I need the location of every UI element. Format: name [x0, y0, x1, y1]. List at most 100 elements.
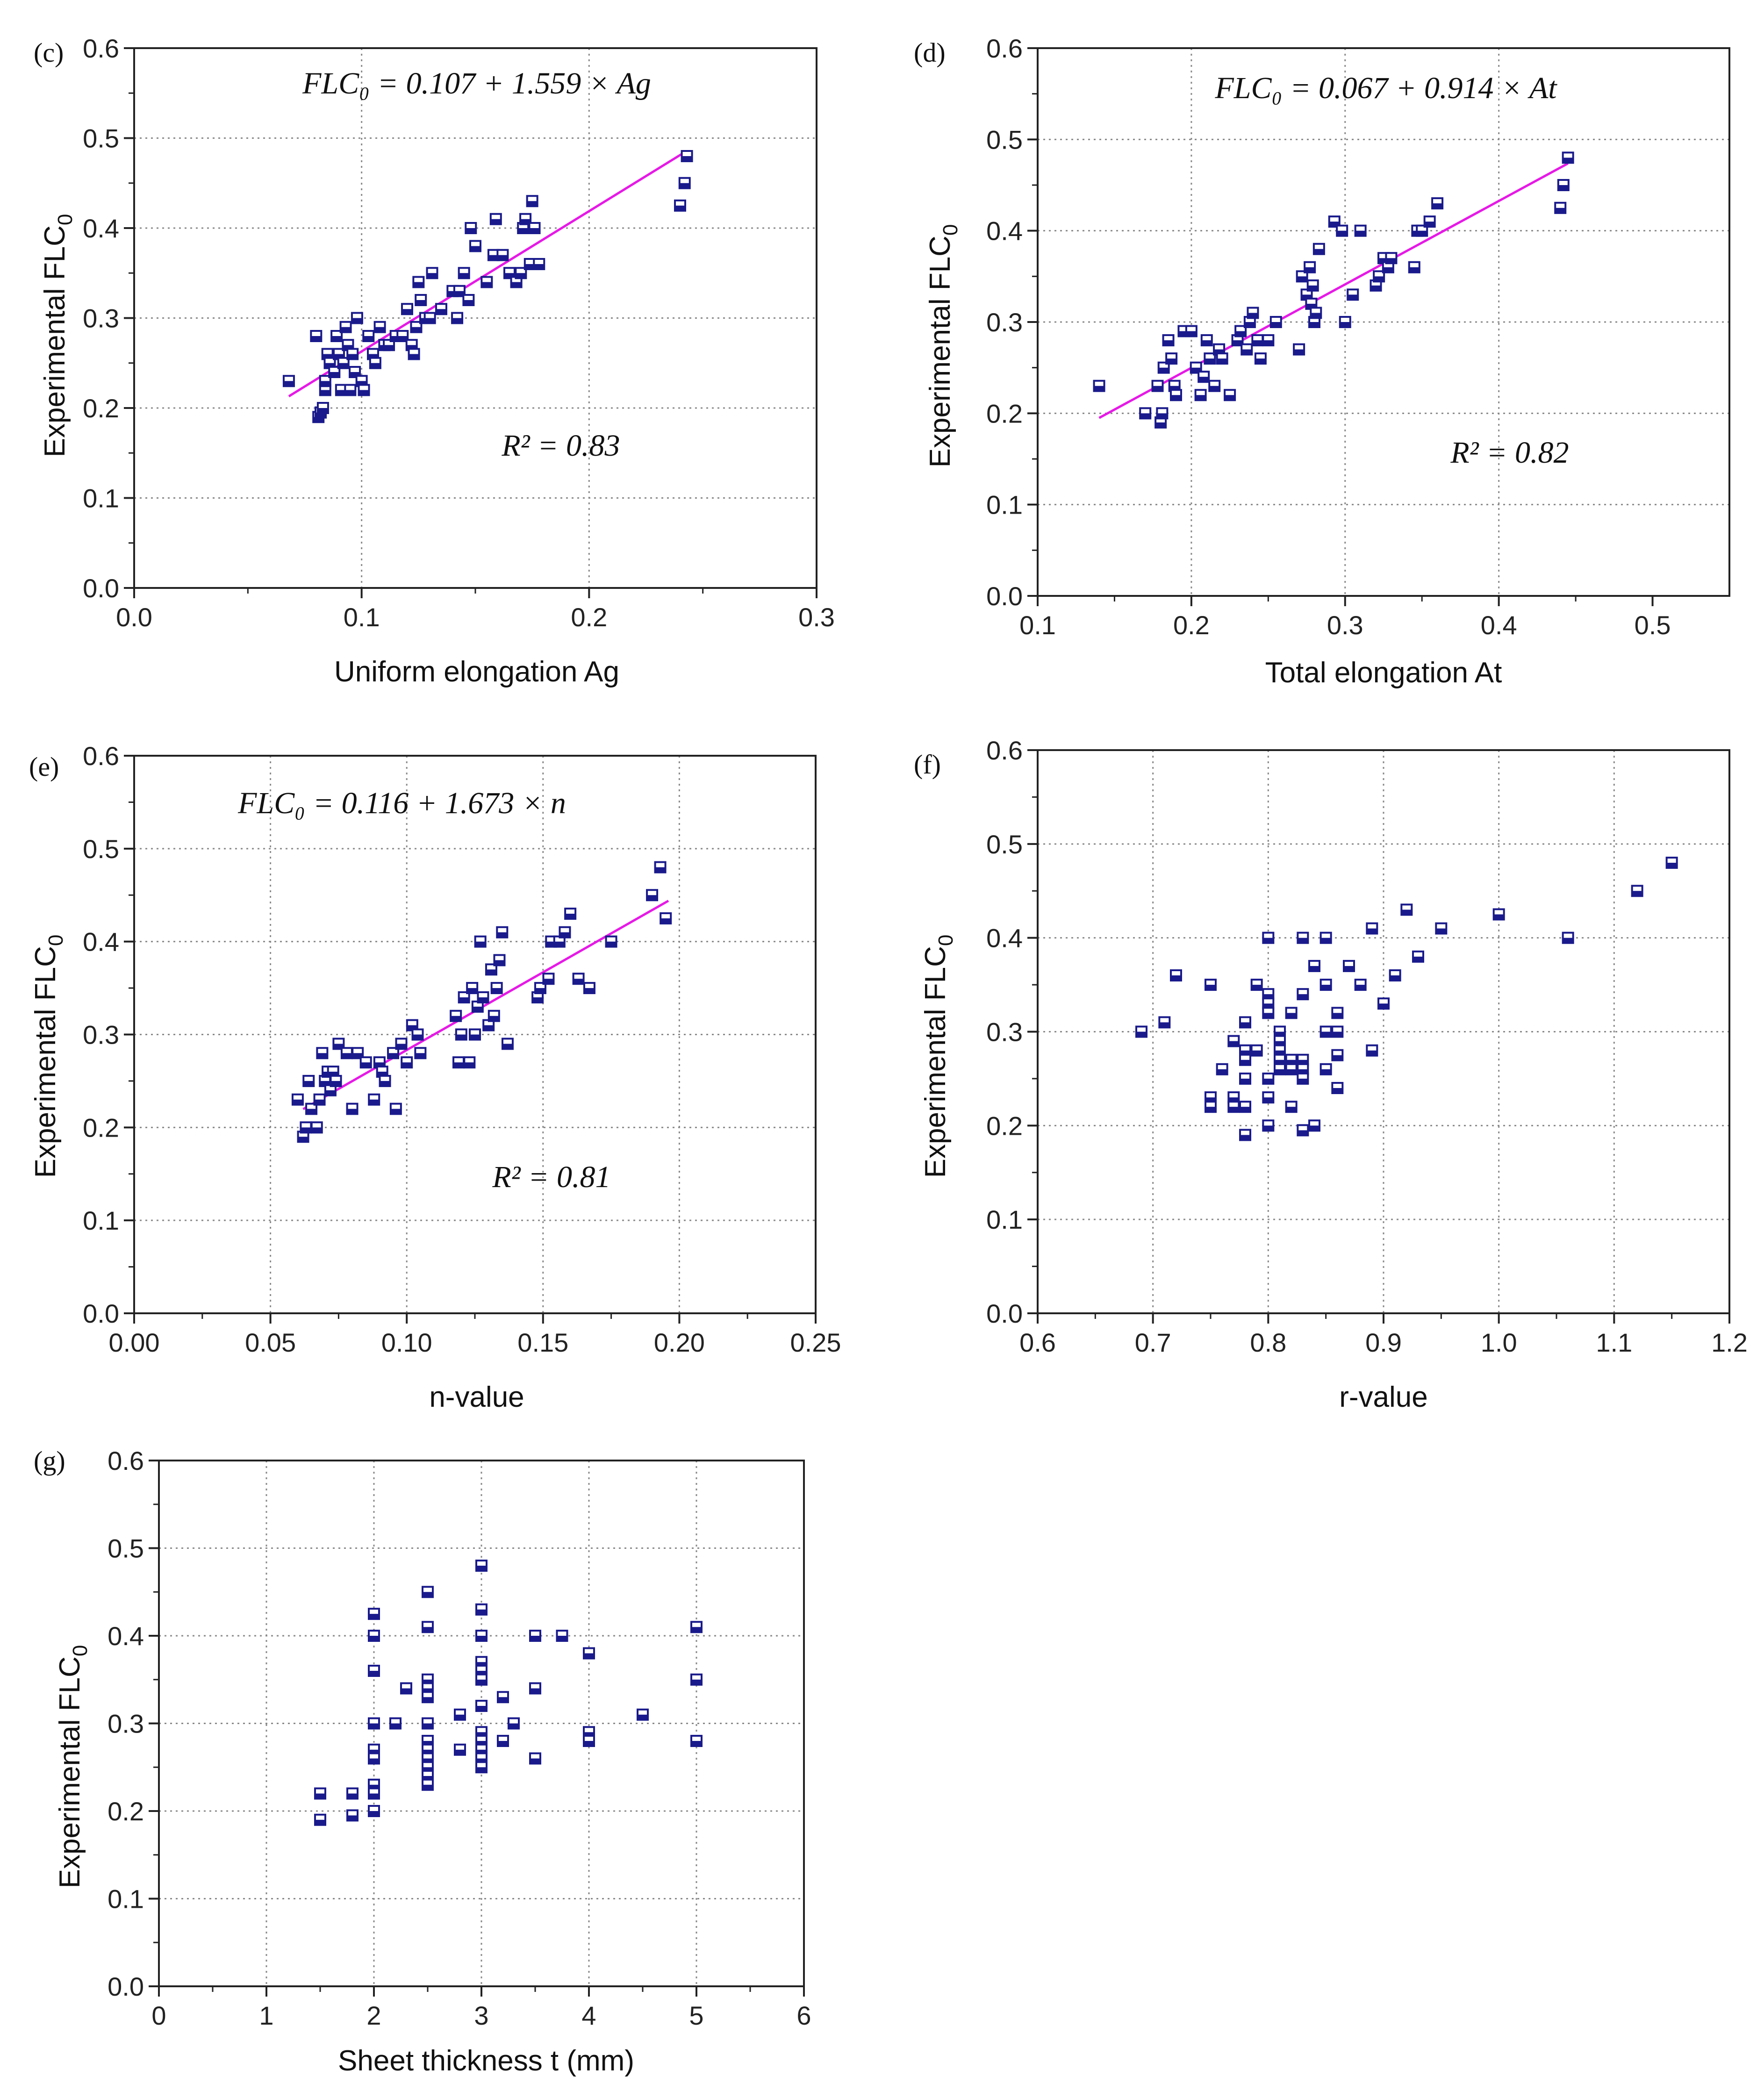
data-point-fill	[334, 354, 344, 359]
data-point-fill	[476, 1706, 487, 1711]
x-axis-title: n-value	[429, 1381, 524, 1413]
data-point	[1310, 307, 1322, 319]
data-point-fill	[341, 1053, 352, 1059]
data-point-fill	[427, 273, 437, 279]
y-tick-label: 0.3	[83, 1020, 119, 1050]
data-point-fill	[486, 969, 496, 975]
data-point	[316, 402, 329, 414]
data-point	[1296, 270, 1308, 283]
data-point-fill	[476, 1741, 487, 1746]
data-point-fill	[338, 363, 349, 368]
data-point	[1262, 1119, 1275, 1132]
data-point-fill	[436, 309, 446, 315]
data-point-fill	[1286, 1069, 1297, 1074]
data-point-fill	[497, 932, 508, 938]
data-point	[422, 1717, 434, 1730]
x-tick-label: 6	[796, 2001, 811, 2030]
r-squared-label: R² = 0.81	[492, 1160, 610, 1194]
data-point	[422, 1778, 434, 1791]
data-point-fill	[1171, 395, 1181, 401]
data-point-fill	[1275, 1031, 1285, 1037]
data-point-fill	[340, 327, 351, 332]
data-point-fill	[1390, 975, 1400, 981]
data-point-fill	[1166, 358, 1177, 364]
y-tick-label: 0.4	[83, 927, 119, 957]
data-point	[310, 330, 323, 342]
data-point-fill	[360, 1062, 371, 1068]
data-point-fill	[1186, 331, 1197, 337]
data-point	[462, 294, 475, 306]
data-point-fill	[467, 988, 478, 994]
data-point	[674, 199, 686, 212]
y-axis-title-subscript: 0	[939, 224, 962, 236]
x-tick-label: 0.25	[790, 1328, 841, 1357]
data-point	[533, 258, 545, 270]
data-point-fill	[681, 156, 692, 161]
y-axis-title-main: Experimental FLC	[924, 236, 956, 467]
data-point	[1377, 997, 1390, 1010]
data-point	[564, 908, 577, 920]
data-point	[1297, 1072, 1309, 1085]
data-point-fill	[298, 1137, 308, 1142]
data-point-fill	[1228, 1097, 1239, 1103]
data-point-fill	[476, 1767, 487, 1773]
data-point-fill	[1248, 313, 1258, 318]
data-point	[1216, 1063, 1228, 1075]
data-point	[387, 1047, 400, 1060]
data-point-fill	[1201, 340, 1212, 346]
data-point	[1435, 922, 1448, 935]
data-point-fill	[1240, 1078, 1250, 1084]
data-point-fill	[423, 1767, 433, 1773]
data-point	[395, 1038, 408, 1050]
y-tick-label: 0.5	[83, 834, 119, 864]
data-point-fill	[416, 300, 426, 305]
data-point	[302, 1074, 315, 1087]
y-tick-label: 0.3	[83, 304, 119, 333]
data-point	[475, 1630, 488, 1642]
data-point	[368, 1787, 380, 1800]
data-point-fill	[370, 363, 380, 368]
data-point-fill	[1383, 267, 1393, 272]
data-point	[515, 267, 527, 279]
data-point-fill	[423, 1758, 433, 1764]
data-point-fill	[476, 1566, 487, 1571]
data-point-fill	[1244, 322, 1255, 327]
data-point-fill	[1209, 386, 1220, 391]
data-point	[654, 861, 667, 874]
data-point-fill	[1140, 413, 1151, 419]
data-point	[362, 330, 375, 342]
data-point-fill	[396, 1044, 407, 1049]
data-point-fill	[1309, 322, 1319, 327]
data-point-fill	[345, 390, 356, 395]
data-point-fill	[546, 941, 557, 947]
data-point-fill	[320, 390, 330, 395]
data-point-fill	[1228, 1107, 1239, 1112]
data-point-fill	[488, 1016, 499, 1021]
data-point-fill	[452, 318, 463, 323]
data-point	[490, 982, 503, 995]
data-point-fill	[352, 1053, 363, 1059]
data-point	[1665, 857, 1678, 869]
regression-line	[302, 900, 669, 1110]
data-point	[435, 303, 447, 315]
data-point	[451, 312, 464, 324]
data-point-fill	[453, 1062, 464, 1068]
data-point-fill	[314, 1099, 325, 1105]
data-point-fill	[455, 1714, 465, 1720]
data-point	[369, 357, 381, 369]
data-point-fill	[1251, 1050, 1262, 1056]
data-point-fill	[1205, 1097, 1216, 1103]
data-point	[690, 1673, 703, 1686]
y-tick-label: 0.2	[83, 394, 119, 423]
data-point	[422, 1691, 434, 1704]
x-axis-title: Sheet thickness t (mm)	[338, 2045, 634, 2077]
data-point	[660, 912, 672, 924]
data-point	[519, 213, 532, 225]
y-tick-label: 0.5	[83, 124, 119, 153]
data-point-fill	[511, 282, 522, 287]
panel-e: (e) 0.00 0.05 0.10 0.15 0.20 0.25 0.0 0.1 0.2 0.3…	[29, 741, 841, 1413]
x-axis-title: Uniform elongation Ag	[334, 656, 619, 688]
data-point	[503, 267, 516, 279]
data-point-fill	[481, 282, 492, 287]
